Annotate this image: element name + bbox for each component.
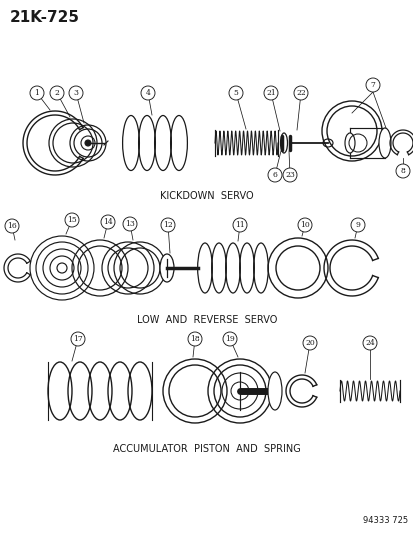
Circle shape <box>282 168 296 182</box>
Circle shape <box>297 218 311 232</box>
Circle shape <box>233 218 247 232</box>
Text: 5: 5 <box>233 89 238 97</box>
Text: 8: 8 <box>400 167 404 175</box>
Text: 2: 2 <box>55 89 59 97</box>
Text: 23: 23 <box>285 171 294 179</box>
Ellipse shape <box>378 128 390 158</box>
Text: 18: 18 <box>190 335 199 343</box>
Circle shape <box>228 86 242 100</box>
Circle shape <box>161 218 175 232</box>
Circle shape <box>65 213 79 227</box>
Text: 14: 14 <box>103 218 113 226</box>
Circle shape <box>223 332 236 346</box>
Text: 4: 4 <box>145 89 150 97</box>
Circle shape <box>263 86 277 100</box>
Text: 10: 10 <box>299 221 309 229</box>
Circle shape <box>85 140 91 146</box>
Text: 6: 6 <box>272 171 277 179</box>
Text: 17: 17 <box>73 335 83 343</box>
Ellipse shape <box>267 372 281 410</box>
Ellipse shape <box>344 133 354 153</box>
Circle shape <box>293 86 307 100</box>
Text: 12: 12 <box>163 221 173 229</box>
Text: 24: 24 <box>364 339 374 347</box>
Circle shape <box>302 336 316 350</box>
Text: 15: 15 <box>67 216 77 224</box>
Text: 16: 16 <box>7 222 17 230</box>
Text: 9: 9 <box>355 221 360 229</box>
Circle shape <box>69 86 83 100</box>
Text: 22: 22 <box>295 89 305 97</box>
Text: 13: 13 <box>125 220 135 228</box>
Text: 20: 20 <box>304 339 314 347</box>
Circle shape <box>188 332 202 346</box>
Circle shape <box>350 218 364 232</box>
Circle shape <box>71 332 85 346</box>
Circle shape <box>141 86 154 100</box>
Circle shape <box>267 168 281 182</box>
Circle shape <box>362 336 376 350</box>
Circle shape <box>365 78 379 92</box>
Ellipse shape <box>159 254 173 282</box>
Circle shape <box>50 86 64 100</box>
Text: 1: 1 <box>34 89 39 97</box>
Circle shape <box>395 164 409 178</box>
Text: 21K-725: 21K-725 <box>10 10 80 25</box>
Text: 11: 11 <box>235 221 244 229</box>
Circle shape <box>123 217 137 231</box>
Text: KICKDOWN  SERVO: KICKDOWN SERVO <box>160 191 253 201</box>
Text: LOW  AND  REVERSE  SERVO: LOW AND REVERSE SERVO <box>136 315 277 325</box>
Text: 21: 21 <box>266 89 275 97</box>
Text: 94333 725: 94333 725 <box>362 516 407 525</box>
Text: ACCUMULATOR  PISTON  AND  SPRING: ACCUMULATOR PISTON AND SPRING <box>113 444 300 454</box>
Circle shape <box>5 219 19 233</box>
Text: 7: 7 <box>370 81 375 89</box>
Text: 19: 19 <box>225 335 234 343</box>
Circle shape <box>101 215 115 229</box>
Circle shape <box>30 86 44 100</box>
Text: 3: 3 <box>74 89 78 97</box>
